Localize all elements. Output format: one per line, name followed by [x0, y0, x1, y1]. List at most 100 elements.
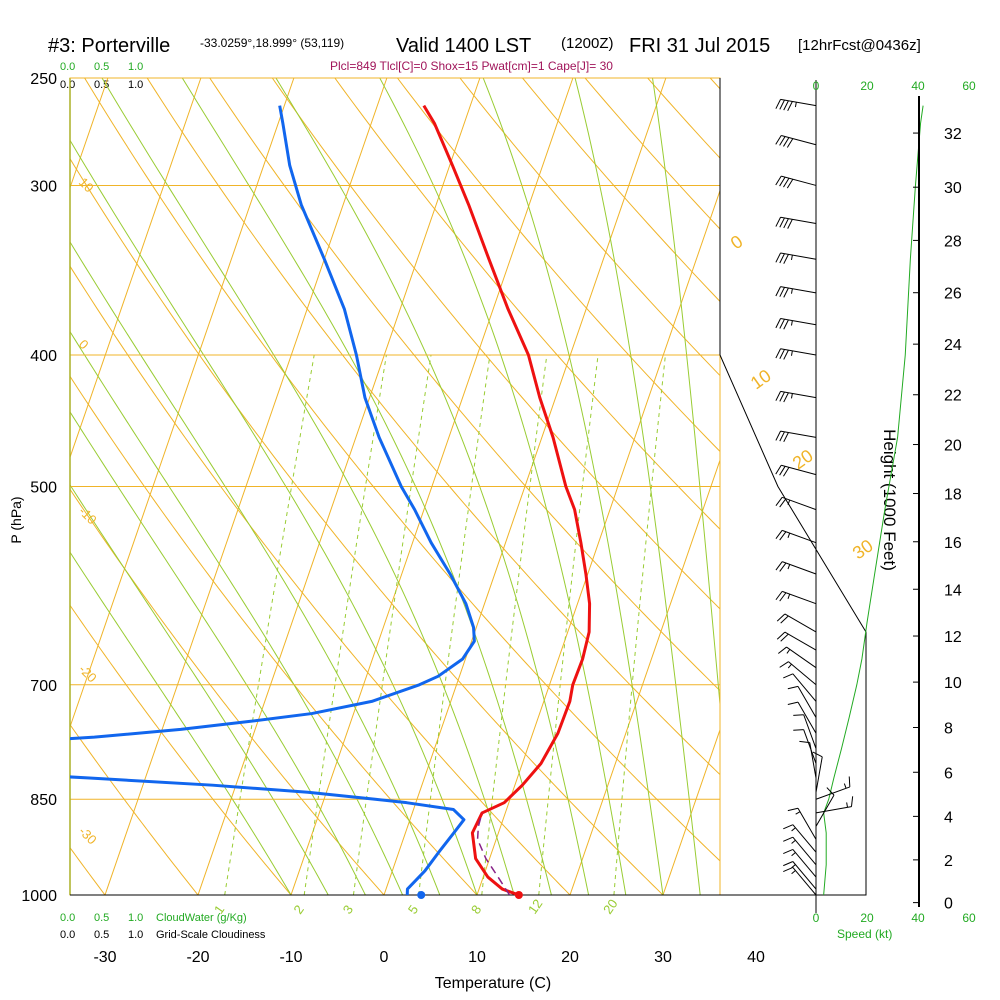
- wind-barb-staff: [780, 318, 817, 326]
- temperature-tick-label: -30: [93, 949, 116, 966]
- wind-barb-flag: [779, 349, 785, 359]
- moist-adiabat-line: [652, 78, 720, 710]
- speed-tick-label: 60: [962, 911, 976, 925]
- wind-barb: [779, 661, 817, 686]
- wind-barb-flag: [775, 318, 781, 329]
- pressure-tick-label: 1000: [21, 888, 57, 905]
- height-tick-label: 18: [944, 487, 962, 504]
- wind-barb-staff: [784, 631, 817, 651]
- title-forecast: [12hrFcst@0436z]: [798, 37, 921, 54]
- wind-barb-flag: [775, 175, 782, 186]
- cloud-top-black-0: 0.0: [60, 79, 75, 91]
- moist-adiabat-label: 30: [849, 535, 877, 563]
- dry-adiabat-line: [70, 265, 571, 895]
- wind-barb-staff: [780, 98, 817, 107]
- wind-speed-profile: [823, 105, 924, 896]
- wind-barb-flag: [826, 787, 835, 796]
- wind-barb-flag: [779, 176, 786, 187]
- moist-adiabat-label: 10: [747, 365, 775, 393]
- wind-barb-flag: [783, 824, 794, 830]
- wind-barb-flag: [779, 661, 789, 668]
- wind-barb-flag: [783, 673, 794, 679]
- moist-adiabat-line: [70, 410, 366, 895]
- height-tick-label: 6: [944, 765, 953, 782]
- moist-adiabat-line: [70, 483, 329, 895]
- dry-adiabat-line: [396, 78, 720, 453]
- height-tick-label: 10: [944, 675, 962, 692]
- dry-adiabat-line: [459, 78, 720, 377]
- height-tick-label: 12: [944, 629, 962, 646]
- height-tick-label: 26: [944, 286, 962, 303]
- cloud-bottom-green-2: 1.0: [128, 912, 143, 924]
- mixing-ratio-line: [352, 354, 432, 895]
- dry-adiabat-line: [824, 66, 1000, 895]
- wind-barb: [815, 796, 854, 814]
- wind-barb-flag: [783, 100, 789, 111]
- dry-adiabat-line: [84, 78, 720, 862]
- wind-barb: [775, 430, 817, 443]
- wind-barb-half-flag: [791, 254, 793, 261]
- wind-barbs: 0 20 40 600 20 40 6002468101214161820222426283…: [775, 79, 976, 925]
- wind-barb-flag: [775, 561, 783, 571]
- cloud-top-green-0: 0.0: [60, 61, 75, 73]
- dry-adiabat-line: [70, 604, 292, 895]
- wind-barb-staff: [815, 806, 852, 814]
- wind-barb: [783, 849, 817, 878]
- moist-adiabat-line: [574, 78, 701, 895]
- wind-barb-half-flag: [791, 827, 796, 832]
- wind-barb: [787, 685, 817, 718]
- height-tick-label: 8: [944, 721, 953, 738]
- wind-barb-half-flag: [846, 802, 849, 808]
- wind-barb-half-flag: [787, 564, 791, 570]
- wind-barb: [815, 776, 851, 800]
- height-tick-label: 22: [944, 388, 962, 405]
- wind-barb-staff: [809, 742, 817, 779]
- wind-barb: [775, 590, 817, 605]
- moist-adiabat-line: [275, 78, 590, 895]
- wind-barb-flag: [775, 430, 781, 441]
- temperature-tick-label: 0: [380, 949, 389, 966]
- wind-barb: [812, 751, 823, 793]
- wind-barb-half-flag: [843, 783, 847, 789]
- wind-barb-flag: [787, 701, 799, 705]
- wind-barb-flag: [779, 253, 785, 264]
- mixing-ratio-line: [613, 354, 666, 895]
- moist-adiabat-label: 0: [727, 231, 747, 253]
- wind-barb-flag: [779, 466, 786, 476]
- isotherm-line: [69, 77, 295, 728]
- wind-barb-half-flag: [791, 393, 793, 399]
- wind-barb-staff: [792, 836, 817, 866]
- wind-barb-flag: [787, 807, 799, 812]
- wind-barb: [775, 134, 817, 148]
- wind-barb: [775, 529, 817, 544]
- speed-tick-label: 40: [911, 79, 925, 93]
- wind-barb-flag: [775, 465, 782, 475]
- wind-barb-staff: [803, 714, 817, 749]
- wind-barb-flag: [779, 592, 787, 602]
- wind-barb-staff: [803, 729, 817, 764]
- wind-barb-flag: [775, 348, 781, 359]
- wind-barb-staff: [780, 390, 817, 399]
- cloud-bottom-black-0: 0.0: [60, 929, 75, 941]
- wind-barb-flag: [779, 531, 787, 541]
- wind-barb-staff: [781, 134, 817, 146]
- wind-barb-flag: [779, 431, 785, 442]
- wind-barb-flag: [775, 217, 781, 227]
- cloud-top-black-2: 1.0: [128, 79, 143, 91]
- wind-barb-half-flag: [787, 593, 791, 599]
- moist-adiabat-line: [70, 241, 441, 895]
- wind-barb: [775, 348, 817, 360]
- wind-barb-staff: [797, 807, 817, 840]
- wind-barb-flag: [783, 467, 790, 477]
- wind-barb: [775, 252, 817, 264]
- wind-barb-half-flag: [787, 532, 791, 538]
- dry-adiabat-line: [146, 78, 720, 776]
- temperature-tick-label: 10: [468, 949, 486, 966]
- wind-barb-flag: [779, 562, 787, 572]
- mixing-ratio-line: [418, 354, 491, 895]
- height-tick-label: 20: [944, 438, 962, 455]
- dry-adiabat-label: 10: [76, 175, 97, 196]
- wind-barb: [783, 836, 817, 866]
